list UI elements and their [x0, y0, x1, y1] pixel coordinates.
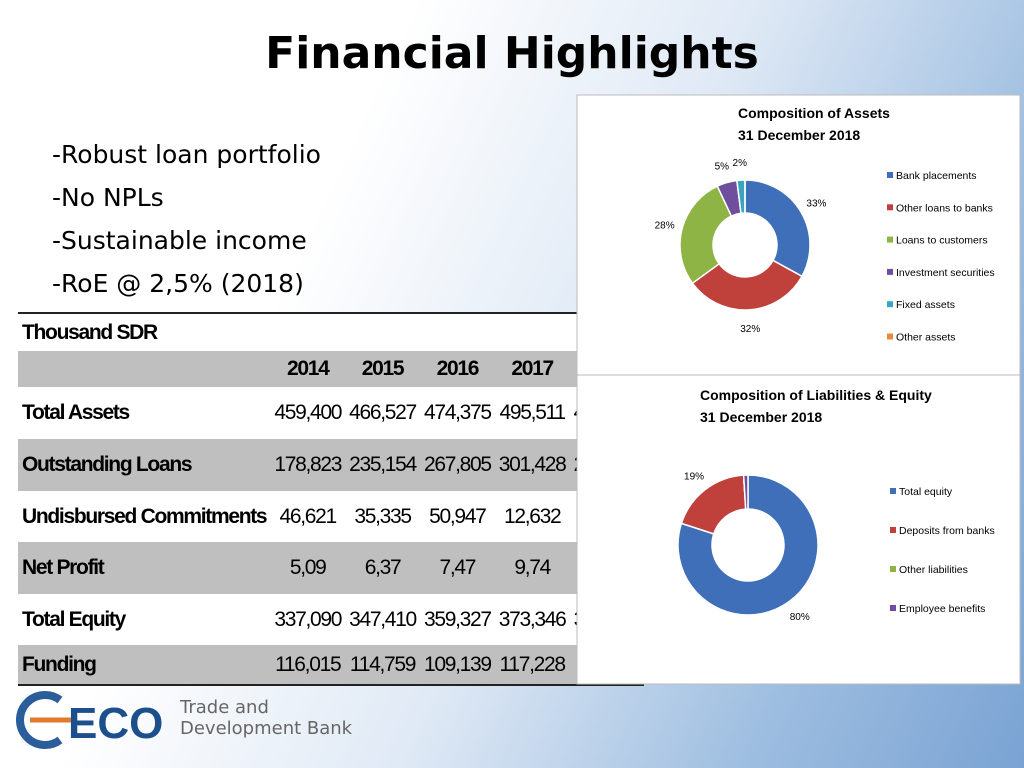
table-value: 347,410 [349, 607, 417, 631]
financial-table: Thousand SDR20142015201620172018Total As… [18, 312, 645, 686]
slide-title: Financial Highlights [265, 28, 759, 79]
bullet: -No NPLs [52, 183, 164, 212]
table-value: 116,015 [275, 652, 342, 676]
legend-label: Deposits from banks [899, 525, 995, 537]
row-label: Funding [22, 652, 97, 676]
pie-slice [691, 259, 803, 311]
legend-swatch [887, 268, 893, 275]
legend-swatch [887, 301, 893, 308]
legend-swatch [890, 566, 896, 572]
table-value: 50,947 [429, 504, 487, 528]
legend-label: Other loans to banks [896, 202, 993, 214]
chart-title: Composition of Assets [738, 105, 890, 121]
chart-title: Composition of Liabilities & Equity [700, 387, 932, 403]
table-row: Total Equity 337,090 347,410 359,327 373,346… [18, 594, 645, 645]
pie-slice [679, 185, 733, 285]
table-value: 373,346 [498, 607, 567, 631]
table-value: 359,327 [423, 607, 492, 631]
table-value: 474,375 [423, 401, 492, 424]
chart-subtitle: 31 December 2018 [700, 409, 822, 425]
year-header: 2015 [361, 357, 405, 380]
table-value: 235,154 [349, 453, 417, 476]
legend-swatch [890, 605, 896, 611]
row-label: Outstanding Loans [22, 453, 193, 476]
row-label: Undisbursed Commitments [22, 504, 268, 528]
legend-label: Total equity [899, 486, 953, 498]
data-label: 19% [684, 471, 704, 482]
legend-label: Fixed assets [896, 299, 955, 311]
bullet: -Sustainable income [52, 226, 307, 255]
caption-row: Thousand SDR [18, 313, 645, 351]
legend-label: Other liabilities [899, 564, 968, 576]
table-value: 466,527 [349, 401, 417, 424]
row-label: Total Equity [22, 607, 126, 631]
bullet: -Robust loan portfolio [52, 140, 321, 169]
data-label: 5% [715, 161, 730, 172]
logo-mark: ECO [68, 699, 163, 748]
table-value: 459,400 [274, 401, 342, 424]
year-header: 2016 [436, 357, 480, 380]
legend-swatch [887, 236, 893, 243]
table-value: 495,511 [499, 401, 567, 424]
table-row: Total Assets 459,400 466,527 474,375 495,511… [18, 387, 645, 439]
row-label: Total Assets [22, 401, 130, 424]
logo: ECO Trade and Development Bank [16, 691, 353, 749]
pie-slice [744, 179, 811, 278]
legend-swatch [890, 488, 896, 494]
logo-text: Development Bank [180, 718, 353, 739]
table-value: 7,47 [439, 556, 477, 579]
logo-text: Trade and [179, 697, 269, 718]
data-label: 33% [806, 199, 826, 210]
bullet: -RoE @ 2,5% (2018) [52, 269, 304, 298]
chart-subtitle: 31 December 2018 [738, 127, 860, 143]
table-value: 178,823 [274, 453, 342, 476]
legend-swatch [887, 204, 893, 211]
legend-swatch [887, 172, 893, 178]
data-label: 80% [790, 612, 810, 623]
year-header: 2014 [286, 357, 330, 380]
legend-label: Investment securities [896, 267, 995, 279]
table-value: 35,335 [354, 504, 412, 528]
table-value: 117,228 [499, 652, 567, 676]
table-value: 12,632 [503, 504, 562, 528]
table-value: 267,805 [423, 453, 492, 476]
year-header: 2017 [511, 357, 554, 380]
table-value: 46,621 [279, 504, 338, 528]
table-value: 6,37 [364, 556, 402, 579]
data-label: 28% [655, 220, 675, 231]
table-value: 114,759 [349, 652, 417, 676]
legend-swatch [890, 527, 896, 533]
data-label: 2% [733, 158, 748, 169]
table-row: Outstanding Loans 178,823 235,154 267,805 30… [18, 439, 645, 491]
table-value: 5,09 [289, 556, 327, 579]
pie-slice [677, 474, 819, 616]
legend-label: Other assets [896, 332, 956, 344]
row-label: Net Profit [22, 556, 105, 579]
legend-label: Loans to customers [896, 235, 988, 247]
table-value: 301,428 [498, 453, 567, 476]
table-value: 337,090 [274, 607, 342, 631]
data-label: 32% [740, 324, 760, 335]
legend-swatch [887, 333, 893, 340]
legend-label: Employee benefits [899, 603, 985, 615]
table-value: 109,139 [423, 652, 492, 676]
logo-icon [16, 691, 63, 749]
pie-slice [742, 474, 749, 510]
table-value: 9,74 [514, 556, 551, 579]
legend-label: Bank placements [896, 170, 977, 182]
table-caption: Thousand SDR [22, 320, 158, 344]
